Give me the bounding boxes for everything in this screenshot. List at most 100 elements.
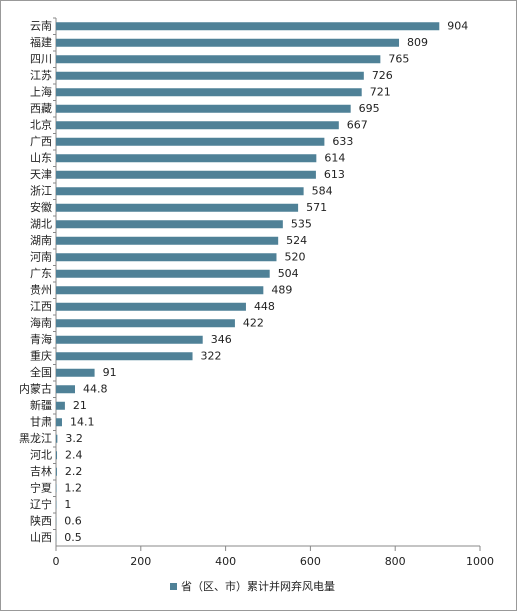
y-tick-label: 湖南: [30, 234, 52, 247]
y-tick-label: 云南: [30, 19, 52, 32]
y-tick-label: 山东: [30, 151, 52, 164]
bar: [56, 22, 439, 30]
value-label: 422: [243, 316, 264, 329]
value-label: 535: [291, 217, 312, 230]
y-tick-label: 吉林: [30, 464, 52, 478]
bar: [56, 303, 246, 311]
y-tick-label: 北京: [30, 117, 52, 131]
bar: [56, 336, 203, 344]
value-label: 695: [359, 102, 380, 115]
bar: [56, 402, 65, 410]
bar: [56, 72, 364, 80]
value-label: 346: [211, 333, 232, 346]
bar: [56, 138, 324, 146]
value-label: 633: [332, 135, 353, 148]
bar: [56, 319, 235, 327]
y-tick-label: 天津: [30, 168, 52, 181]
bar: [56, 286, 263, 294]
y-tick-label: 广东: [30, 267, 52, 280]
value-label: 809: [407, 36, 428, 49]
y-tick-label: 江苏: [30, 69, 52, 82]
y-tick-label: 福建: [30, 35, 52, 49]
y-tick-label: 河南: [30, 250, 52, 263]
bar: [56, 39, 399, 47]
value-label: 0.6: [64, 514, 82, 527]
bar: [56, 171, 316, 179]
value-label: 1.2: [65, 481, 83, 494]
y-tick-label: 黑龙江: [19, 432, 52, 445]
bar: [56, 484, 57, 492]
y-tick-label: 宁夏: [30, 480, 52, 494]
value-label: 322: [201, 349, 222, 362]
bar: [56, 88, 362, 96]
bar: [56, 435, 57, 443]
bar: [56, 352, 193, 360]
value-label: 14.1: [70, 415, 95, 428]
value-label: 726: [372, 69, 393, 82]
value-label: 520: [284, 250, 305, 263]
y-tick-label: 新疆: [30, 398, 52, 412]
value-label: 524: [286, 234, 307, 247]
value-label: 2.2: [65, 465, 83, 478]
x-tick-label: 400: [215, 555, 236, 568]
value-label: 614: [324, 151, 345, 164]
y-tick-label: 湖北: [30, 217, 52, 230]
x-tick-label: 600: [300, 555, 321, 568]
y-tick-label: 贵州: [30, 283, 52, 296]
y-tick-label: 甘肃: [30, 415, 52, 428]
value-label: 721: [370, 85, 391, 98]
bar: [56, 270, 270, 278]
legend-label: 省（区、市）累计并网弃风电量: [181, 579, 335, 593]
x-tick-label: 0: [53, 555, 60, 568]
x-tick-label: 1000: [466, 555, 494, 568]
y-tick-label: 海南: [30, 315, 52, 329]
x-tick-label: 800: [385, 555, 406, 568]
bar: [56, 55, 380, 63]
y-tick-label: 山西: [30, 531, 52, 544]
bar: [56, 105, 351, 113]
y-tick-label: 辽宁: [30, 497, 52, 511]
value-label: 904: [447, 19, 468, 32]
y-tick-label: 重庆: [30, 348, 52, 362]
y-tick-label: 四川: [30, 52, 52, 65]
value-label: 584: [312, 184, 333, 197]
bar: [56, 187, 304, 195]
value-label: 504: [278, 267, 299, 280]
legend-swatch: [170, 583, 177, 590]
value-label: 3.2: [65, 432, 83, 445]
bar: [56, 385, 75, 393]
y-tick-label: 青海: [30, 332, 52, 346]
y-tick-label: 西藏: [30, 102, 52, 115]
bar: [56, 220, 283, 228]
bar: [56, 418, 62, 426]
value-label: 91: [103, 366, 117, 379]
y-tick-label: 内蒙古: [19, 381, 52, 395]
y-tick-label: 安徽: [30, 200, 52, 214]
value-label: 571: [306, 201, 327, 214]
bar: [56, 468, 57, 476]
y-tick-label: 江西: [30, 300, 52, 313]
value-label: 667: [347, 118, 368, 131]
bar: [56, 253, 276, 261]
bar: [56, 204, 298, 212]
y-tick-label: 广西: [30, 135, 52, 148]
value-label: 0.5: [64, 531, 82, 544]
value-label: 613: [324, 168, 345, 181]
y-tick-label: 上海: [30, 84, 52, 98]
bar: [56, 369, 95, 377]
bar: [56, 237, 278, 245]
value-label: 489: [271, 283, 292, 296]
value-label: 21: [73, 399, 87, 412]
value-label: 2.4: [65, 448, 83, 461]
x-tick-label: 200: [130, 555, 151, 568]
value-label: 448: [254, 300, 275, 313]
bar: [56, 451, 57, 459]
value-label: 1: [64, 498, 71, 511]
value-label: 765: [388, 52, 409, 65]
y-tick-label: 全国: [30, 365, 52, 379]
y-tick-label: 浙江: [30, 184, 52, 197]
y-tick-label: 陕西: [30, 513, 52, 527]
y-tick-label: 河北: [30, 448, 52, 461]
